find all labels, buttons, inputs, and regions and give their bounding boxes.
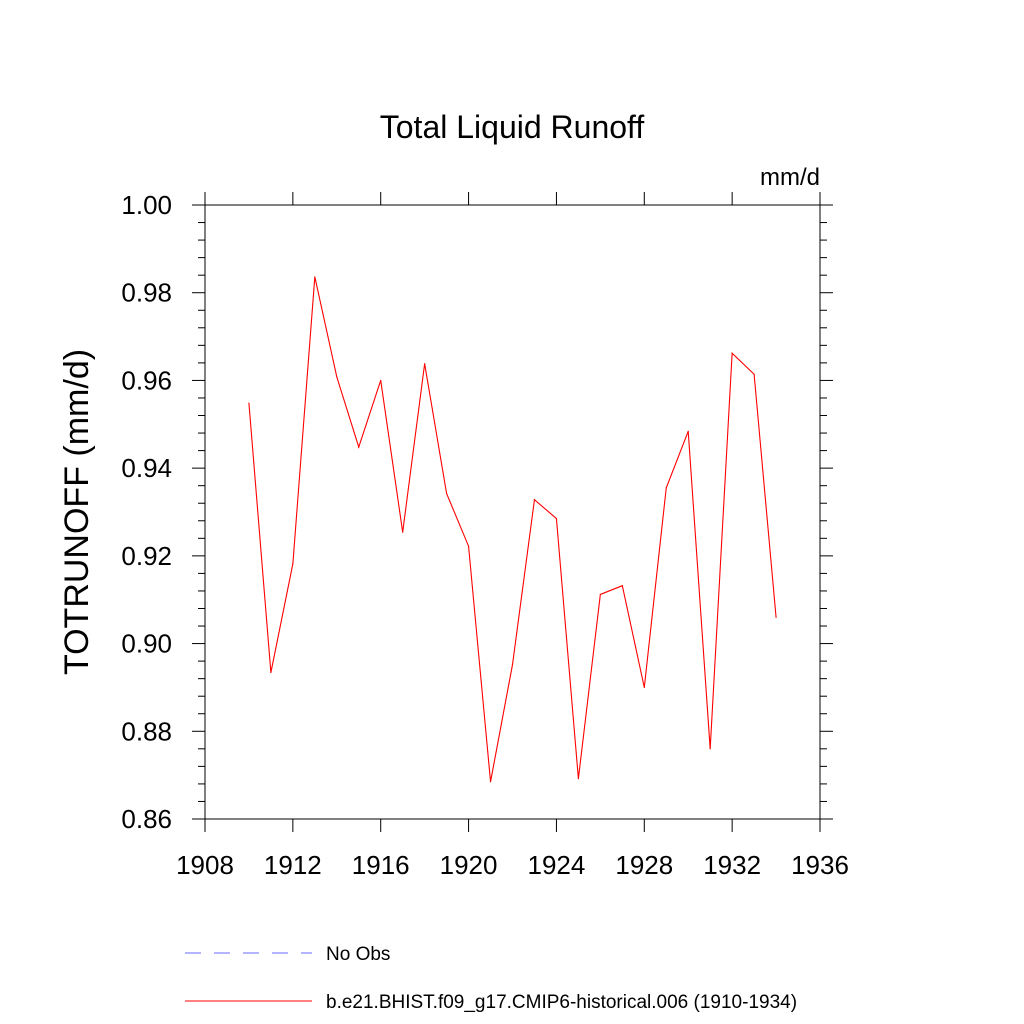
legend-label-1: No Obs [326, 944, 390, 965]
data-point [424, 363, 426, 365]
x-tick-label: 1928 [615, 850, 673, 880]
x-tick-label: 1908 [176, 850, 234, 880]
data-point [753, 373, 755, 375]
data-point [511, 664, 514, 666]
plot-area [248, 276, 777, 783]
data-point [446, 492, 448, 495]
data-point [599, 593, 601, 596]
data-point [292, 563, 294, 565]
plot-frame [204, 204, 821, 820]
data-point [248, 402, 250, 404]
data-point [358, 446, 360, 448]
data-point [665, 487, 667, 489]
data-point [687, 430, 689, 432]
y-axis-label: TOTRUNOFF (mm/d) [58, 349, 96, 675]
data-point [380, 379, 382, 382]
data-point [402, 531, 404, 533]
data-point [533, 499, 536, 501]
x-tick-label: 1932 [703, 850, 761, 880]
y-tick-label: 0.96 [121, 365, 172, 395]
data-point [731, 352, 733, 354]
data-point [621, 585, 623, 587]
data-point [775, 616, 777, 618]
data-point [489, 781, 492, 783]
chart-title: Total Liquid Runoff [380, 109, 645, 145]
series-line [248, 276, 777, 782]
units-label: mm/d [760, 164, 820, 191]
data-point [577, 778, 579, 780]
x-tick-label: 1912 [264, 850, 322, 880]
y-tick-label: 0.98 [121, 278, 172, 308]
data-point [270, 671, 272, 674]
data-point [467, 545, 470, 547]
x-tick-label: 1920 [440, 850, 498, 880]
legend: No Obs b.e21.BHIST.f09_g17.CMIP6-historic… [185, 944, 797, 1013]
y-tick-label: 1.00 [121, 190, 172, 220]
y-tick-label: 0.88 [121, 716, 172, 746]
y-tick-label: 0.90 [121, 629, 172, 659]
data-point [555, 517, 558, 520]
x-tick-label: 1924 [528, 850, 586, 880]
axis-ticks: 1908 1912 1916 1920 1924 1928 1932 1936 0.86 0.88… [121, 190, 849, 880]
x-tick-label: 1916 [352, 850, 410, 880]
data-point [314, 276, 316, 278]
y-tick-label: 0.94 [121, 453, 172, 483]
data-point [336, 376, 338, 378]
y-tick-label: 0.86 [121, 804, 172, 834]
x-tick-label: 1936 [791, 850, 849, 880]
data-point [709, 748, 711, 750]
data-point [643, 686, 645, 689]
legend-label-2: b.e21.BHIST.f09_g17.CMIP6-historical.006… [326, 992, 797, 1013]
y-tick-label: 0.92 [121, 541, 172, 571]
